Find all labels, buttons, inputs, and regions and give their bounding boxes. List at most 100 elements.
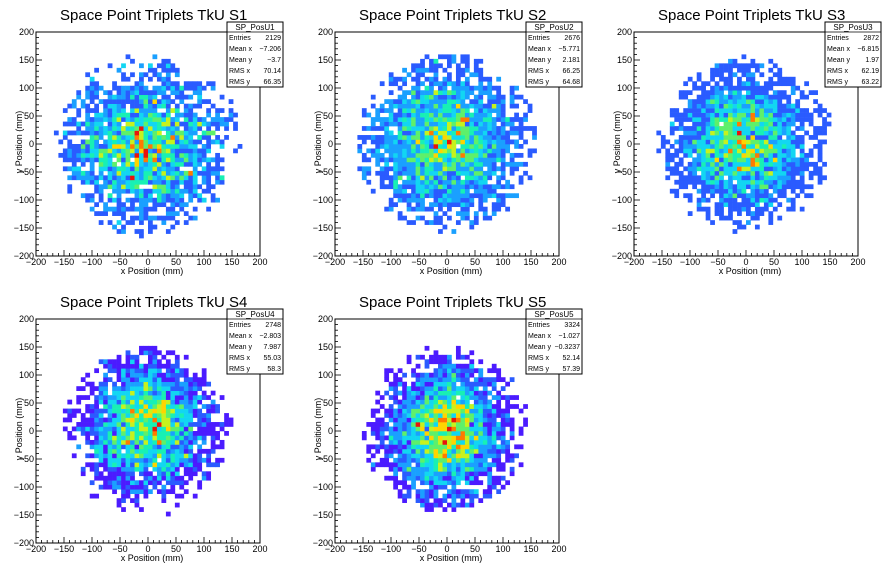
histogram-bin xyxy=(750,152,756,158)
histogram-bin xyxy=(183,417,189,423)
histogram-bin xyxy=(116,202,122,208)
histogram-bin xyxy=(98,439,104,445)
histogram-bin xyxy=(130,144,135,149)
histogram-bin xyxy=(188,112,194,118)
histogram-bin xyxy=(152,372,158,378)
histogram-bin xyxy=(455,350,461,356)
histogram-bin xyxy=(98,220,104,225)
histogram-bin xyxy=(228,422,234,427)
histogram-bin xyxy=(433,444,439,450)
histogram-bin xyxy=(121,399,126,405)
histogram-bin xyxy=(710,152,715,158)
histogram-bin xyxy=(107,404,113,409)
histogram-bin xyxy=(514,130,519,136)
histogram-bin xyxy=(121,135,126,140)
histogram-bin xyxy=(692,144,698,149)
histogram-bin xyxy=(94,112,100,118)
histogram-bin xyxy=(429,170,434,176)
histogram-bin xyxy=(121,507,126,512)
histogram-bin xyxy=(370,188,376,194)
histogram-bin xyxy=(411,381,416,387)
histogram-bin xyxy=(125,399,131,405)
histogram-bin xyxy=(379,462,385,468)
histogram-bin xyxy=(402,184,407,190)
histogram-bin xyxy=(442,121,448,127)
histogram-bin xyxy=(496,179,502,185)
histogram-bin xyxy=(161,175,167,181)
histogram-bin xyxy=(139,108,144,113)
histogram-bin xyxy=(228,112,234,118)
histogram-bin xyxy=(76,386,82,391)
histogram-bin xyxy=(442,431,448,436)
histogram-bin xyxy=(156,426,162,432)
histogram-bin xyxy=(669,157,675,163)
histogram-bin xyxy=(415,395,421,400)
histogram-bin xyxy=(500,484,506,490)
histogram-bin xyxy=(112,435,117,441)
histogram-bin xyxy=(201,368,207,374)
histogram-bin xyxy=(388,144,394,149)
histogram-bin xyxy=(165,175,171,181)
stats-row-value: 66.25 xyxy=(562,68,580,75)
histogram-bin xyxy=(710,99,715,104)
histogram-bin xyxy=(478,480,484,486)
histogram-bin xyxy=(112,144,117,149)
histogram-bin xyxy=(464,112,470,118)
histogram-bin xyxy=(161,448,167,454)
histogram-bin xyxy=(170,126,176,131)
histogram-bin xyxy=(719,117,724,122)
histogram-bin xyxy=(478,67,484,73)
histogram-bin xyxy=(781,166,787,172)
histogram-bin xyxy=(103,390,108,396)
histogram-bin xyxy=(746,220,751,225)
histogram-bin xyxy=(121,166,126,172)
histogram-bin xyxy=(420,426,425,432)
histogram-bin xyxy=(397,404,403,409)
histogram-bin xyxy=(179,157,185,163)
histogram-bin xyxy=(523,404,528,409)
histogram-bin xyxy=(379,431,385,436)
histogram-bin xyxy=(107,448,113,454)
histogram-bin xyxy=(156,471,162,477)
stats-row-value: −1.027 xyxy=(558,333,580,340)
histogram-bin xyxy=(397,466,403,472)
histogram-bin xyxy=(710,157,715,163)
histogram-bin xyxy=(80,130,86,136)
histogram-bin xyxy=(714,179,720,185)
histogram-bin xyxy=(455,81,461,87)
histogram-bin xyxy=(112,395,117,400)
histogram-bin xyxy=(156,462,162,468)
histogram-bin xyxy=(469,502,475,508)
histogram-bins xyxy=(62,345,234,517)
histogram-bin xyxy=(438,439,443,445)
histogram-bin xyxy=(188,175,194,181)
y-tick-label: 0 xyxy=(29,139,34,149)
stats-row-value: −7.206 xyxy=(259,46,281,53)
histogram-bin xyxy=(723,184,729,190)
histogram-bin xyxy=(429,161,434,167)
histogram-bin xyxy=(741,202,747,208)
histogram-bin xyxy=(116,144,122,149)
histogram-bin xyxy=(710,130,715,136)
histogram-bin xyxy=(523,417,528,423)
histogram-bin xyxy=(125,395,131,400)
histogram-bin xyxy=(393,426,399,432)
histogram-bin xyxy=(705,148,711,154)
histogram-bin xyxy=(130,471,135,477)
histogram-bin xyxy=(94,179,100,185)
histogram-bin xyxy=(424,372,430,378)
histogram-bin xyxy=(107,466,113,472)
histogram-bin xyxy=(116,229,122,234)
histogram-bin xyxy=(433,99,439,104)
histogram-bin xyxy=(134,229,140,234)
histogram-bin xyxy=(219,94,225,100)
histogram-bin xyxy=(464,126,470,131)
histogram-bin xyxy=(370,121,376,127)
histogram-bin xyxy=(464,368,470,374)
histogram-bin xyxy=(188,81,194,87)
histogram-bin xyxy=(170,422,176,427)
histogram-bin xyxy=(723,157,729,163)
